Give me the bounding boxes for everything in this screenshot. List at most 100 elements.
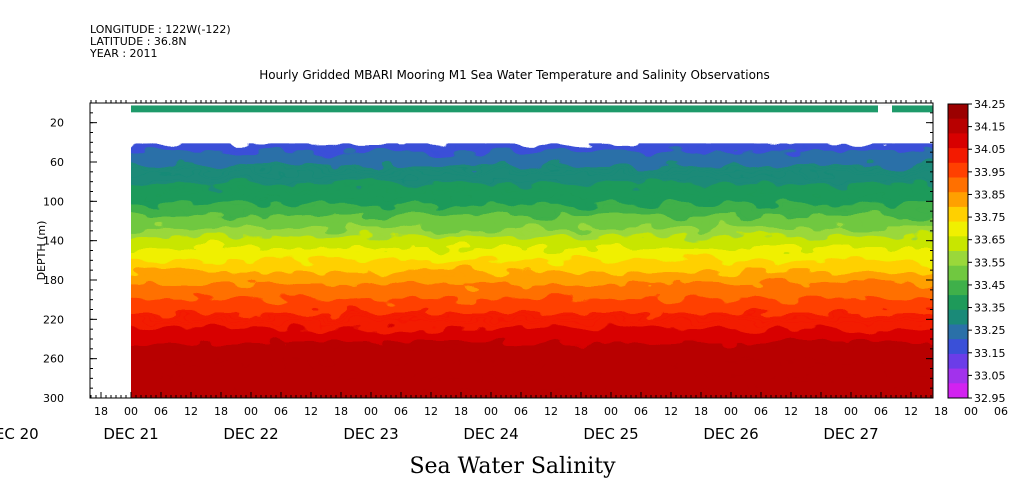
salinity-band bbox=[131, 257, 933, 262]
salinity-band bbox=[131, 304, 933, 309]
colorbar-frame bbox=[947, 103, 969, 399]
colorbar-label: 33.95 bbox=[974, 166, 1006, 179]
colorbar: 34.25 34.15 34.05 33.95 33.85 33.75 33.65 33.55… bbox=[947, 98, 1006, 405]
salinity-band bbox=[131, 278, 933, 282]
colorbar-label: 33.45 bbox=[974, 279, 1006, 292]
salinity-band bbox=[131, 148, 933, 153]
x-hour-label: 18 bbox=[814, 405, 828, 418]
salinity-band bbox=[131, 363, 933, 368]
salinity-bands bbox=[131, 106, 933, 398]
salinity-band bbox=[131, 393, 933, 398]
salinity-band bbox=[131, 307, 933, 312]
missing-data-gap bbox=[131, 112, 933, 144]
y-tick-label: 180 bbox=[43, 274, 64, 287]
colorbar-swatch bbox=[948, 192, 968, 208]
salinity-band bbox=[131, 245, 933, 250]
salinity-band bbox=[131, 390, 933, 395]
x-hour-label: 18 bbox=[334, 405, 348, 418]
salinity-band bbox=[131, 322, 933, 327]
salinity-band bbox=[131, 204, 933, 209]
x-hour-label: 12 bbox=[304, 405, 318, 418]
salinity-band bbox=[131, 186, 933, 191]
x-hour-label: 06 bbox=[394, 405, 408, 418]
y-tick-label: 140 bbox=[43, 235, 64, 248]
x-hour-label: 00 bbox=[844, 405, 858, 418]
x-hour-label: 06 bbox=[154, 405, 168, 418]
salinity-band bbox=[131, 221, 933, 226]
x-hour-label: 12 bbox=[544, 405, 558, 418]
x-day-label: DEC 27 bbox=[823, 425, 878, 443]
salinity-band bbox=[131, 348, 933, 353]
colorbar-label: 33.85 bbox=[974, 188, 1006, 201]
y-tick-label: 300 bbox=[43, 392, 64, 405]
salinity-band bbox=[131, 171, 933, 176]
salinity-band bbox=[131, 366, 933, 371]
salinity-band bbox=[131, 345, 933, 350]
salinity-band bbox=[131, 328, 933, 333]
colorbar-swatch bbox=[948, 118, 968, 134]
colorbar-swatch bbox=[948, 104, 968, 120]
colorbar-swatch bbox=[948, 177, 968, 193]
colorbar-swatch bbox=[948, 368, 968, 384]
year-label: YEAR : 2011 bbox=[90, 47, 158, 60]
x-hour-label: 00 bbox=[364, 405, 378, 418]
salinity-band bbox=[131, 254, 933, 259]
colorbar-label: 34.15 bbox=[974, 121, 1006, 134]
salinity-band bbox=[131, 280, 933, 285]
x-hour-label: 00 bbox=[484, 405, 498, 418]
axes: 20 60 100 140 180 220 260 300 DEPTH (m) 18 00 06 12 1… bbox=[0, 100, 1008, 443]
colorbar-swatch bbox=[948, 280, 968, 296]
salinity-band bbox=[131, 319, 933, 324]
salinity-band bbox=[131, 325, 933, 330]
salinity-band bbox=[131, 165, 933, 170]
x-day-label: DEC 25 bbox=[583, 425, 638, 443]
salinity-band bbox=[131, 160, 933, 164]
colorbar-label: 32.95 bbox=[974, 392, 1006, 405]
y-tick-label: 60 bbox=[50, 156, 64, 169]
x-hour-label: 12 bbox=[664, 405, 678, 418]
salinity-band bbox=[131, 396, 933, 398]
salinity-band bbox=[131, 286, 933, 291]
salinity-band bbox=[131, 157, 933, 162]
colorbar-swatch bbox=[948, 251, 968, 267]
salinity-band bbox=[131, 339, 933, 344]
salinity-band bbox=[131, 384, 933, 389]
salinity-band bbox=[131, 292, 933, 297]
colorbar-swatch bbox=[948, 383, 968, 399]
colorbar-label: 33.65 bbox=[974, 234, 1006, 247]
colorbar-swatch bbox=[948, 206, 968, 223]
x-hour-label: 00 bbox=[604, 405, 618, 418]
salinity-band bbox=[131, 219, 933, 223]
salinity-band bbox=[131, 360, 933, 365]
salinity-band bbox=[131, 251, 933, 256]
x-hour-label: 06 bbox=[514, 405, 528, 418]
colorbar-swatch bbox=[948, 324, 968, 340]
salinity-band bbox=[131, 201, 933, 206]
salinity-band bbox=[131, 210, 933, 215]
colorbar-swatch bbox=[948, 339, 968, 355]
salinity-band bbox=[131, 195, 933, 200]
salinity-band bbox=[131, 378, 933, 383]
x-day-label: DEC 22 bbox=[223, 425, 278, 443]
salinity-band bbox=[131, 174, 933, 179]
salinity-band bbox=[131, 177, 933, 182]
salinity-band bbox=[131, 236, 933, 241]
colorbar-swatch bbox=[948, 162, 968, 178]
salinity-band bbox=[131, 145, 933, 150]
x-hour-label: 18 bbox=[694, 405, 708, 418]
salinity-band bbox=[131, 301, 933, 306]
salinity-band bbox=[131, 266, 933, 271]
y-axis-label: DEPTH (m) bbox=[35, 221, 48, 281]
salinity-band bbox=[131, 381, 933, 386]
salinity-band bbox=[131, 272, 933, 277]
surface-strip bbox=[131, 105, 933, 114]
salinity-band bbox=[131, 207, 933, 212]
y-tick-label: 100 bbox=[43, 195, 64, 208]
salinity-band bbox=[131, 342, 933, 347]
y-tick-label: 20 bbox=[50, 117, 64, 130]
salinity-band bbox=[131, 154, 933, 159]
latitude-label: LATITUDE : 36.8N bbox=[90, 35, 187, 48]
salinity-band bbox=[131, 151, 933, 156]
colorbar-label: 33.75 bbox=[974, 211, 1006, 224]
x-hour-label: 00 bbox=[964, 405, 978, 418]
